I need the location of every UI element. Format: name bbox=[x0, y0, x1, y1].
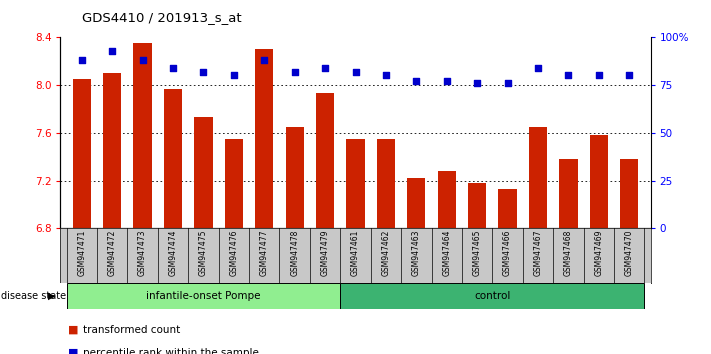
Bar bbox=[286, 127, 304, 228]
Text: GSM947465: GSM947465 bbox=[473, 230, 481, 276]
Bar bbox=[316, 93, 334, 228]
Point bbox=[167, 65, 178, 70]
Point bbox=[411, 78, 422, 84]
Point bbox=[380, 73, 392, 78]
Bar bbox=[529, 127, 547, 228]
Text: disease state: disease state bbox=[1, 291, 66, 301]
Text: GSM947468: GSM947468 bbox=[564, 230, 573, 276]
Point bbox=[350, 69, 361, 74]
Bar bbox=[73, 79, 91, 228]
Point bbox=[624, 73, 635, 78]
Bar bbox=[438, 171, 456, 228]
Bar bbox=[620, 159, 638, 228]
Point bbox=[533, 65, 544, 70]
Point bbox=[76, 57, 87, 63]
Text: GSM947470: GSM947470 bbox=[625, 230, 634, 276]
Text: transformed count: transformed count bbox=[83, 325, 181, 335]
Text: GSM947466: GSM947466 bbox=[503, 230, 512, 276]
Bar bbox=[67, 283, 341, 309]
Text: GSM947462: GSM947462 bbox=[381, 230, 390, 276]
Point bbox=[259, 57, 270, 63]
Point bbox=[593, 73, 604, 78]
Bar bbox=[341, 283, 644, 309]
Point bbox=[289, 69, 300, 74]
Text: GSM947464: GSM947464 bbox=[442, 230, 451, 276]
Bar bbox=[194, 117, 213, 228]
Text: GSM947477: GSM947477 bbox=[260, 230, 269, 276]
Bar bbox=[377, 139, 395, 228]
Text: GSM947475: GSM947475 bbox=[199, 230, 208, 276]
Text: GDS4410 / 201913_s_at: GDS4410 / 201913_s_at bbox=[82, 11, 242, 24]
Point bbox=[107, 48, 118, 53]
Bar bbox=[407, 178, 425, 228]
Bar bbox=[589, 135, 608, 228]
Point bbox=[319, 65, 331, 70]
Text: GSM947478: GSM947478 bbox=[290, 230, 299, 276]
Text: percentile rank within the sample: percentile rank within the sample bbox=[83, 348, 259, 354]
Text: GSM947479: GSM947479 bbox=[321, 230, 330, 276]
Point bbox=[198, 69, 209, 74]
Point bbox=[471, 80, 483, 86]
Text: GSM947469: GSM947469 bbox=[594, 230, 604, 276]
Text: infantile-onset Pompe: infantile-onset Pompe bbox=[146, 291, 261, 301]
Bar bbox=[225, 139, 243, 228]
Point bbox=[228, 73, 240, 78]
Bar bbox=[134, 43, 151, 228]
Bar bbox=[103, 73, 122, 228]
Text: GSM947472: GSM947472 bbox=[107, 230, 117, 276]
Bar bbox=[346, 139, 365, 228]
Point bbox=[137, 57, 149, 63]
Text: GSM947474: GSM947474 bbox=[169, 230, 178, 276]
Bar bbox=[255, 49, 273, 228]
Text: ▶: ▶ bbox=[48, 291, 55, 301]
Text: control: control bbox=[474, 291, 510, 301]
Text: GSM947476: GSM947476 bbox=[230, 230, 238, 276]
Bar bbox=[498, 189, 517, 228]
Point bbox=[562, 73, 574, 78]
Text: GSM947463: GSM947463 bbox=[412, 230, 421, 276]
Text: ■: ■ bbox=[68, 325, 78, 335]
Point bbox=[502, 80, 513, 86]
Text: ■: ■ bbox=[68, 348, 78, 354]
Bar bbox=[468, 183, 486, 228]
Text: GSM947461: GSM947461 bbox=[351, 230, 360, 276]
Point bbox=[441, 78, 452, 84]
Text: GSM947473: GSM947473 bbox=[138, 230, 147, 276]
Bar bbox=[560, 159, 577, 228]
Bar bbox=[164, 88, 182, 228]
Text: GSM947467: GSM947467 bbox=[533, 230, 542, 276]
Text: GSM947471: GSM947471 bbox=[77, 230, 86, 276]
